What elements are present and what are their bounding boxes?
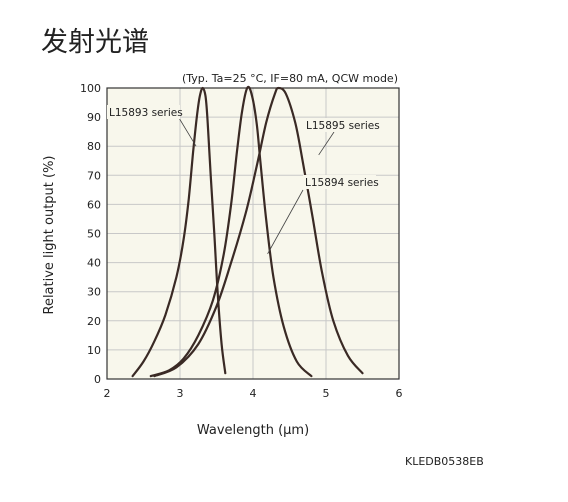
series-line (149, 85, 313, 378)
y-tick-label: 90 (87, 111, 101, 124)
y-tick-label: 0 (94, 373, 101, 386)
annotation-leader-line (267, 189, 304, 255)
annotation-label-background (107, 105, 180, 119)
y-tick-label: 100 (80, 82, 101, 95)
y-tick-label: 80 (87, 140, 101, 153)
figure-code: KLEDB0538EB (405, 455, 484, 468)
annotation-label-background (303, 175, 376, 189)
y-tick-label: 50 (87, 228, 101, 241)
y-tick-label: 60 (87, 198, 101, 211)
annotation-leader-line (318, 131, 335, 156)
y-tick-label: 40 (87, 257, 101, 270)
plot-frame (106, 87, 400, 380)
series-line (153, 86, 364, 378)
x-axis-label: Wavelength (µm) (197, 423, 309, 438)
x-tick-label: 6 (396, 387, 403, 400)
x-tick-label: 3 (177, 387, 184, 400)
y-tick-label: 70 (87, 169, 101, 182)
annotation-label-background (304, 118, 377, 132)
y-tick-label: 20 (87, 315, 101, 328)
x-tick-label: 4 (250, 387, 257, 400)
y-tick-label: 10 (87, 344, 101, 357)
x-tick-label: 2 (104, 387, 111, 400)
page-title: 发射光谱 (41, 27, 149, 58)
series-line (131, 86, 227, 378)
conditions-note: (Typ. Ta=25 °C, IF=80 mA, QCW mode) (182, 72, 398, 85)
y-axis-label: Relative light output (%) (42, 155, 57, 314)
y-tick-label: 30 (87, 286, 101, 299)
annotation-label: L15895 series (306, 120, 380, 132)
annotation-label: L15894 series (305, 177, 379, 189)
x-tick-label: 5 (323, 387, 330, 400)
annotation-label: L15893 series (109, 107, 183, 119)
